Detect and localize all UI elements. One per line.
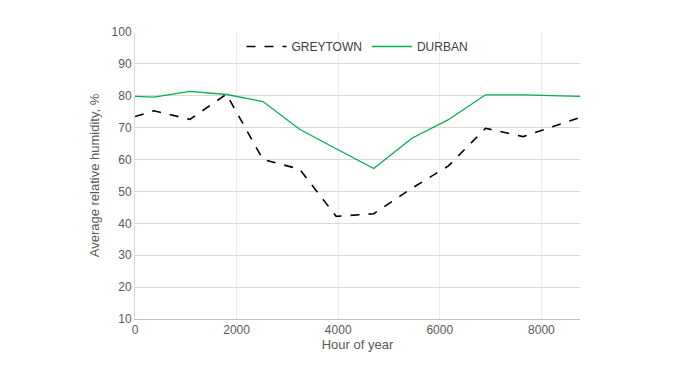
svg-text:Average relative humidity, %: Average relative humidity, %	[87, 93, 102, 257]
svg-text:40: 40	[118, 217, 132, 231]
svg-text:8000: 8000	[528, 323, 555, 337]
svg-text:100: 100	[112, 25, 132, 39]
svg-text:70: 70	[118, 121, 132, 135]
svg-text:30: 30	[118, 248, 132, 262]
svg-text:4000: 4000	[325, 323, 352, 337]
svg-text:20: 20	[118, 280, 132, 294]
svg-text:6000: 6000	[426, 323, 453, 337]
svg-text:60: 60	[118, 153, 132, 167]
svg-text:2000: 2000	[223, 323, 250, 337]
svg-text:0: 0	[132, 323, 139, 337]
svg-text:DURBAN: DURBAN	[417, 40, 468, 54]
svg-text:80: 80	[118, 89, 132, 103]
svg-text:50: 50	[118, 185, 132, 199]
svg-text:90: 90	[118, 57, 132, 71]
svg-text:GREYTOWN: GREYTOWN	[292, 40, 362, 54]
svg-text:Hour of year: Hour of year	[322, 337, 394, 352]
svg-text:10: 10	[118, 312, 132, 326]
